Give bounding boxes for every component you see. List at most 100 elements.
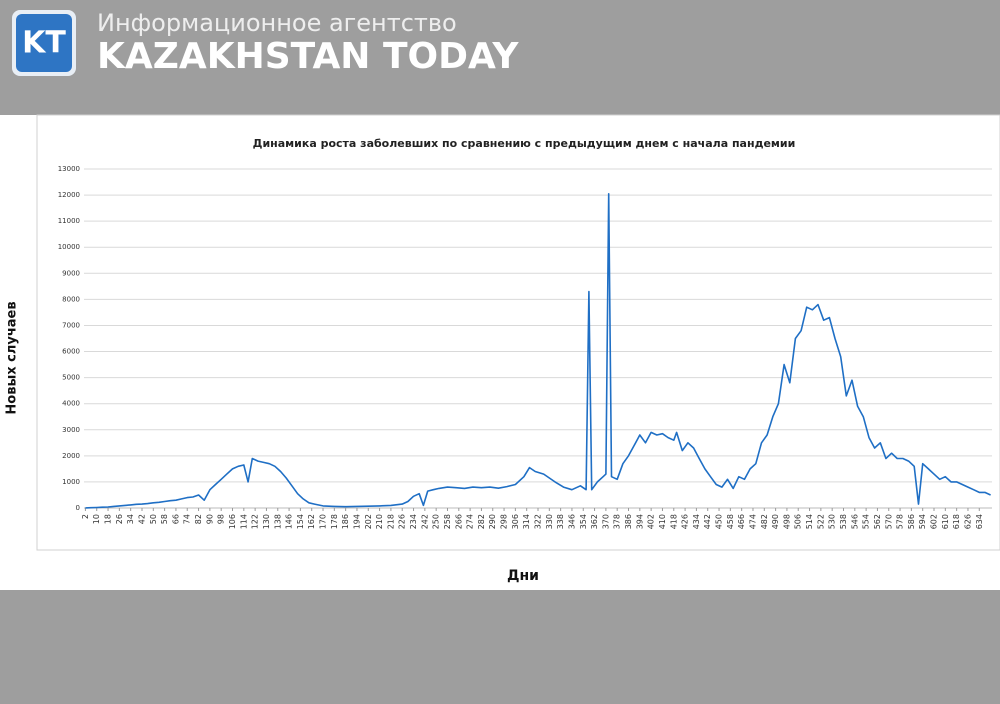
data-line [85, 193, 991, 509]
x-tick-label: 90 [205, 514, 214, 524]
x-tick-label: 506 [794, 514, 803, 529]
x-tick-label: 522 [816, 514, 825, 529]
x-tick-label: 370 [601, 514, 610, 529]
chart-bg [0, 115, 1000, 590]
x-tick-label: 74 [183, 514, 192, 524]
x-tick-label: 330 [545, 514, 554, 529]
plot-frame [36, 114, 1000, 551]
x-tick-label: 458 [726, 514, 735, 529]
y-tick-label: 12000 [58, 191, 80, 199]
x-tick-label: 34 [126, 514, 135, 524]
x-tick-label: 562 [873, 514, 882, 529]
y-tick-label: 2000 [62, 452, 80, 460]
x-tick-label: 146 [285, 514, 294, 529]
y-tick-label: 8000 [62, 295, 80, 303]
x-axis-label: Дни [507, 568, 539, 584]
x-tick-label: 106 [228, 514, 237, 529]
x-tick-label: 386 [624, 514, 633, 529]
x-tick-label: 530 [828, 514, 837, 529]
logo-text: KT [22, 26, 66, 61]
x-tick-label: 482 [760, 514, 769, 529]
agency-name: Информационное агентство [97, 9, 457, 37]
y-tick-label: 11000 [58, 217, 80, 225]
x-tick-label: 578 [896, 514, 905, 529]
x-tick-label: 242 [420, 514, 429, 529]
x-tick-label: 546 [850, 514, 859, 529]
x-tick-label: 178 [330, 514, 339, 529]
y-tick-label: 3000 [62, 426, 80, 434]
x-tick-label: 442 [703, 514, 712, 529]
y-tick-label: 6000 [62, 348, 80, 356]
y-tick-label: 10000 [58, 243, 80, 251]
x-tick-label: 634 [975, 514, 984, 529]
x-tick-label: 234 [409, 514, 418, 529]
y-axis-label: Новых случаев [5, 301, 20, 414]
y-tick-label: 4000 [62, 400, 80, 408]
x-tick-label: 138 [273, 514, 282, 529]
x-tick-label: 298 [500, 514, 509, 529]
x-tick-label: 162 [307, 514, 316, 529]
x-tick-label: 378 [613, 514, 622, 529]
x-tick-label: 362 [590, 514, 599, 529]
x-tick-label: 258 [443, 514, 452, 529]
x-tick-label: 130 [262, 514, 271, 529]
x-tick-label: 538 [839, 514, 848, 529]
x-tick-label: 82 [194, 514, 203, 524]
x-tick-label: 10 [92, 514, 101, 524]
x-tick-label: 602 [930, 514, 939, 529]
x-tick-label: 394 [635, 514, 644, 529]
x-tick-label: 474 [748, 514, 757, 529]
x-tick-label: 498 [782, 514, 791, 529]
x-tick-label: 18 [104, 514, 113, 524]
y-tick-label: 5000 [62, 374, 80, 382]
x-tick-label: 594 [918, 514, 927, 529]
brand-name: KAZAKHSTAN TODAY [97, 36, 519, 77]
x-tick-label: 26 [115, 514, 124, 524]
x-tick-label: 210 [375, 514, 384, 529]
x-tick-label: 554 [862, 514, 871, 529]
x-tick-label: 346 [567, 514, 576, 529]
x-tick-label: 50 [149, 514, 158, 524]
x-tick-label: 466 [737, 514, 746, 529]
x-tick-label: 58 [160, 514, 169, 524]
x-tick-label: 250 [432, 514, 441, 529]
x-tick-label: 618 [952, 514, 961, 529]
x-tick-label: 410 [658, 514, 667, 529]
x-tick-label: 282 [477, 514, 486, 529]
x-tick-label: 450 [715, 514, 724, 529]
y-tick-label: 13000 [58, 165, 80, 173]
x-tick-label: 314 [522, 514, 531, 529]
y-tick-label: 1000 [62, 478, 80, 486]
x-tick-label: 114 [239, 514, 248, 529]
y-tick-label: 9000 [62, 269, 80, 277]
x-tick-label: 290 [488, 514, 497, 529]
x-tick-label: 426 [681, 514, 690, 529]
x-tick-label: 586 [907, 514, 916, 529]
x-tick-label: 266 [454, 514, 463, 529]
x-tick-label: 218 [386, 514, 395, 529]
x-tick-label: 514 [805, 514, 814, 529]
y-tick-label: 7000 [62, 321, 80, 329]
x-tick-label: 610 [941, 514, 950, 529]
x-tick-label: 418 [669, 514, 678, 529]
x-tick-label: 338 [556, 514, 565, 529]
x-tick-label: 274 [466, 514, 475, 529]
x-tick-label: 354 [579, 514, 588, 529]
x-tick-label: 226 [398, 514, 407, 529]
x-tick-label: 194 [352, 514, 361, 529]
x-tick-label: 626 [963, 514, 972, 529]
logo-box [16, 14, 72, 72]
x-tick-label: 122 [251, 514, 260, 529]
x-tick-label: 98 [217, 514, 226, 524]
x-tick-label: 402 [647, 514, 656, 529]
header-bg [0, 0, 1000, 115]
x-tick-label: 66 [171, 514, 180, 524]
x-tick-label: 42 [137, 514, 146, 524]
x-tick-label: 306 [511, 514, 520, 529]
x-tick-label: 170 [319, 514, 328, 529]
chart-title: Динамика роста заболевших по сравнению с… [253, 137, 796, 150]
x-tick-label: 202 [364, 514, 373, 529]
x-tick-label: 186 [341, 514, 350, 529]
